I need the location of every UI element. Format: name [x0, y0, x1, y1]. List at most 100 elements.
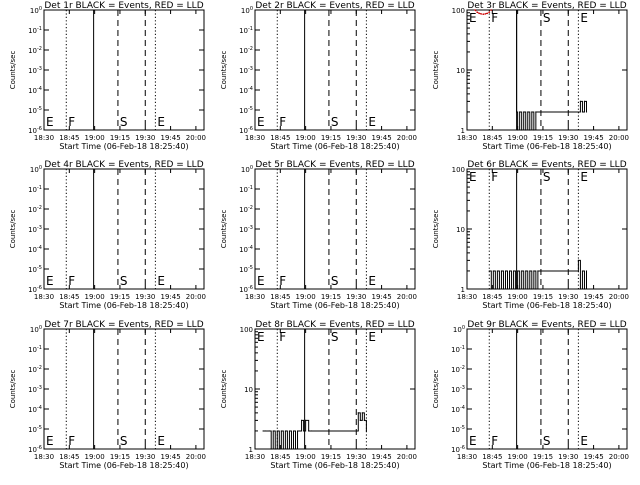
event-point [525, 270, 527, 272]
y-tick-label: 10-6 [239, 285, 253, 294]
event-point [274, 448, 276, 450]
lld-point [474, 9, 476, 11]
event-point [300, 419, 303, 421]
event-point [292, 430, 295, 432]
event-point [490, 288, 492, 290]
x-tick-label: 18:45 [482, 453, 502, 461]
panel-title: Det 5r BLACK = Events, RED = LLD [255, 160, 414, 170]
event-point [504, 270, 507, 272]
x-tick-label: 20:00 [609, 134, 629, 142]
y-tick-label: 10-1 [28, 345, 42, 354]
y-tick-label: 100 [241, 6, 253, 15]
x-tick-label: 18:30 [34, 453, 54, 461]
x-tick-label: 19:00 [508, 453, 528, 461]
event-point [527, 111, 529, 113]
x-tick-label: 18:45 [59, 293, 79, 301]
x-tick-label: 20:00 [397, 134, 417, 142]
x-tick-label: 20:00 [186, 293, 206, 301]
phase-letter: S [331, 115, 339, 129]
x-tick-label: 20:00 [186, 134, 206, 142]
y-tick-label: 1 [249, 446, 253, 454]
phase-letter: E [157, 115, 165, 129]
lld-point [488, 11, 491, 13]
y-tick-label: 10 [456, 67, 465, 75]
y-axis-label: Counts/sec [220, 370, 228, 409]
phase-letter: E [257, 115, 265, 129]
y-tick-label: 1 [461, 286, 465, 294]
event-point [498, 288, 501, 290]
y-tick-label: 10-2 [239, 46, 253, 55]
y-tick-label: 100 [453, 325, 465, 334]
x-tick-label: 19:15 [110, 293, 130, 301]
x-tick-label: 19:15 [533, 293, 553, 301]
phase-letter: E [257, 274, 265, 288]
x-tick-label: 18:30 [34, 293, 54, 301]
x-tick-label: 19:45 [371, 293, 391, 301]
x-tick-label: 19:00 [508, 134, 528, 142]
event-point [363, 419, 365, 421]
phase-letter: E [580, 170, 588, 184]
event-point [280, 430, 282, 432]
event-point [270, 448, 272, 450]
event-point [492, 270, 494, 272]
x-tick-label: 18:30 [457, 293, 477, 301]
plot-frame [43, 168, 205, 290]
y-tick-label: 10-5 [451, 425, 465, 434]
y-tick-label: 10-3 [28, 66, 42, 75]
x-tick-label: 19:30 [558, 134, 578, 142]
y-tick-label: 10-4 [28, 405, 42, 414]
y-tick-label: 10-1 [28, 185, 42, 194]
phase-letter: S [543, 11, 551, 25]
y-axis-label: Counts/sec [9, 51, 17, 90]
event-point [529, 129, 531, 131]
event-point [585, 270, 588, 272]
panel-det-1: Det 1r BLACK = Events, RED = LLD 18:30 18:… [9, 1, 206, 151]
event-point [519, 288, 521, 290]
panel-det-5: Det 5r BLACK = Events, RED = LLD 18:30 18:… [220, 160, 417, 310]
event-point [585, 111, 588, 113]
lld-point [478, 12, 480, 15]
x-tick-label: 19:30 [135, 134, 155, 142]
y-tick-label: 10-6 [451, 445, 465, 454]
event-point [296, 430, 299, 432]
x-axis-label: Start Time (06-Feb-18 18:25:40) [59, 461, 188, 470]
x-tick-label: 19:15 [321, 453, 341, 461]
phase-letter: S [543, 170, 551, 184]
y-tick-label: 100 [30, 165, 42, 174]
phase-letter: E [580, 11, 588, 25]
panel-det-2: Det 2r BLACK = Events, RED = LLD 18:30 18:… [220, 1, 417, 151]
y-tick-label: 10-1 [28, 26, 42, 35]
y-tick-label: 10-2 [28, 205, 42, 214]
x-tick-label: 19:00 [85, 293, 105, 301]
x-tick-label: 19:00 [296, 293, 316, 301]
phase-letter: F [68, 434, 75, 448]
events-series [489, 259, 587, 290]
event-point [305, 419, 307, 421]
event-point [579, 100, 582, 102]
phase-letter: E [469, 11, 477, 25]
y-axis-label: Counts/sec [432, 370, 440, 409]
panel-det-7: Det 7r BLACK = Events, RED = LLD 18:30 18:… [9, 320, 206, 470]
event-point [294, 448, 297, 450]
panel-title: Det 7r BLACK = Events, RED = LLD [44, 320, 203, 330]
phase-letter: E [157, 274, 165, 288]
event-point [365, 430, 367, 432]
y-tick-label: 10-1 [239, 185, 253, 194]
event-point [512, 270, 515, 272]
x-axis-label: Start Time (06-Feb-18 18:25:40) [59, 301, 188, 310]
y-tick-label: 100 [30, 325, 42, 334]
y-axis-label: Counts/sec [9, 210, 17, 249]
panel-det-6: Det 6r BLACK = Events, RED = LLD 18:30 18:… [432, 160, 629, 310]
event-point [537, 270, 539, 272]
lld-point [480, 13, 482, 15]
x-axis-label: Start Time (06-Feb-18 18:25:40) [270, 142, 399, 151]
x-tick-label: 18:30 [457, 453, 477, 461]
event-point [521, 270, 523, 272]
phase-letter: E [368, 115, 376, 129]
event-point [523, 111, 525, 113]
phase-letter: S [120, 115, 128, 129]
y-tick-label: 10-5 [28, 425, 42, 434]
event-point [359, 419, 361, 421]
event-point [583, 100, 586, 102]
lld-point [490, 9, 493, 11]
